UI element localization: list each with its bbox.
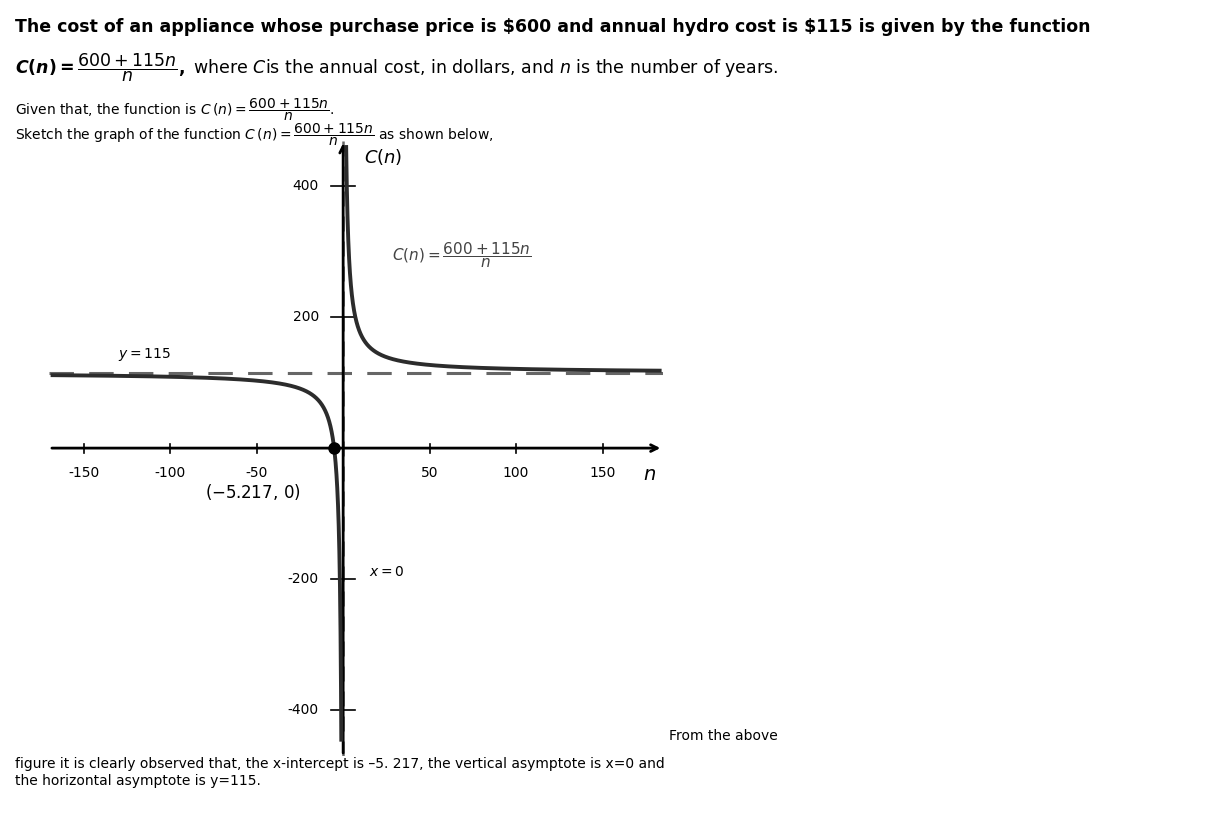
Text: Given that, the function is $C\,(n) = \dfrac{600+115n}{n}$.: Given that, the function is $C\,(n) = \d… xyxy=(15,97,334,123)
Text: -150: -150 xyxy=(68,467,99,481)
Text: The cost of an appliance whose purchase price is \$600 and annual hydro cost is : The cost of an appliance whose purchase … xyxy=(15,18,1090,36)
Text: $\boldsymbol{C(n) = \dfrac{600+115n}{n}}$$\mathbf{, \text{ where } }$$\boldsymbo: $\boldsymbol{C(n) = \dfrac{600+115n}{n}}… xyxy=(15,51,777,83)
Text: 200: 200 xyxy=(292,311,319,324)
Text: From the above: From the above xyxy=(669,729,779,743)
Text: 100: 100 xyxy=(503,467,529,481)
Text: $(-5.217,\,0)$: $(-5.217,\,0)$ xyxy=(205,482,301,502)
Text: Sketch the graph of the function $C\,(n) = \dfrac{600+115n}{n}$ as shown below,: Sketch the graph of the function $C\,(n)… xyxy=(15,121,494,148)
Text: 150: 150 xyxy=(589,467,615,481)
Text: $n$: $n$ xyxy=(643,467,656,484)
Text: 50: 50 xyxy=(421,467,438,481)
Text: $C(n)$: $C(n)$ xyxy=(363,147,403,167)
Text: -200: -200 xyxy=(287,572,319,586)
Text: 400: 400 xyxy=(292,179,319,193)
Text: $C(n) = \dfrac{600 + 115n}{n}$: $C(n) = \dfrac{600 + 115n}{n}$ xyxy=(392,240,530,270)
Text: -50: -50 xyxy=(246,467,268,481)
Text: $x = 0$: $x = 0$ xyxy=(370,565,404,579)
Text: figure it is clearly observed that, the x-intercept is –5. 217, the vertical asy: figure it is clearly observed that, the … xyxy=(15,757,664,788)
Text: -400: -400 xyxy=(287,703,319,717)
Text: -100: -100 xyxy=(155,467,185,481)
Text: $y = 115$: $y = 115$ xyxy=(118,346,171,363)
